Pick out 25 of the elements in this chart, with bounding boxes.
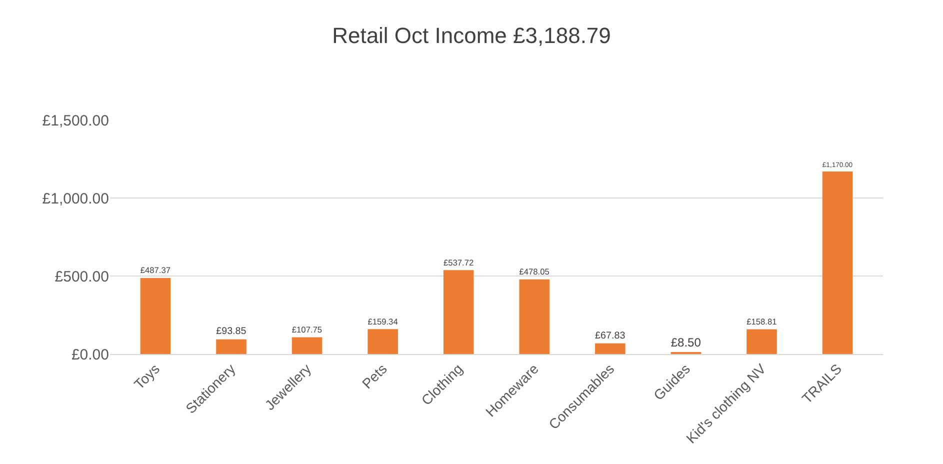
bar (519, 279, 550, 354)
bar (822, 171, 853, 354)
data-label: £158.81 (746, 316, 778, 326)
x-tick-label: Pets (358, 360, 390, 392)
data-label: £107.75 (292, 324, 322, 334)
data-label: £478.05 (519, 266, 550, 277)
data-label: £8.50 (670, 335, 702, 350)
data-label: £93.85 (216, 326, 247, 338)
y-tick-label: £500.00 (54, 268, 109, 286)
bar (368, 329, 398, 354)
y-tick-label: £1,000.00 (42, 190, 109, 208)
bar (746, 329, 777, 354)
bar (595, 343, 626, 354)
y-tick-label: £1,500.00 (42, 112, 109, 130)
bar (216, 339, 246, 354)
bar (292, 337, 322, 354)
data-label: £487.37 (140, 265, 171, 276)
bar (140, 278, 171, 354)
data-label: £67.83 (595, 330, 626, 342)
chart-title: Retail Oct Income £3,188.79 (332, 23, 611, 48)
data-label: £159.34 (368, 316, 398, 326)
y-tick-label: £0.00 (71, 346, 109, 364)
data-label: £537.72 (443, 257, 474, 268)
x-tick-label: Toys (130, 360, 163, 392)
bar (443, 270, 474, 354)
